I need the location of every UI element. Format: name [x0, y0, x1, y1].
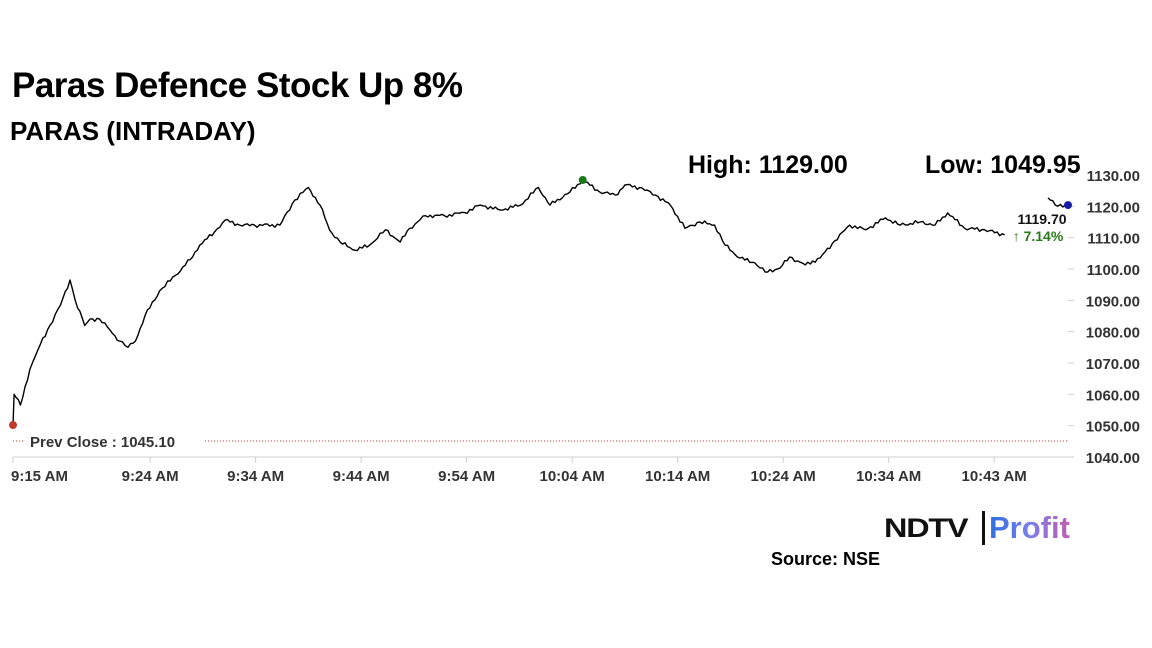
- chart-title: Paras Defence Stock Up 8%: [12, 66, 463, 105]
- last-marker: [1064, 201, 1072, 210]
- high-label: High: 1129.00: [688, 151, 848, 179]
- prev-close-label: Prev Close : 1045.10: [30, 434, 175, 451]
- prev-close-label-bg: [24, 431, 204, 452]
- x-tick-label: 10:34 AM: [856, 468, 921, 485]
- y-tick-label: 1100.00: [1087, 262, 1140, 279]
- y-tick-label: 1050.00: [1086, 419, 1140, 436]
- open-marker: [9, 421, 17, 430]
- logo-ndtv-text: NDTV: [884, 512, 969, 543]
- x-tick-label: 10:43 AM: [961, 468, 1026, 485]
- y-tick-label: 1040.00: [1086, 450, 1140, 467]
- last-price-label: 1119.70: [1017, 211, 1066, 227]
- x-tick-label: 9:24 AM: [122, 468, 179, 485]
- change-percent-label: ↑ 7.14%: [1013, 228, 1064, 244]
- x-tick-label: 9:34 AM: [227, 468, 284, 485]
- x-tick-label: 10:04 AM: [539, 468, 604, 485]
- y-tick-label: 1080.00: [1086, 325, 1140, 342]
- y-tick-label: 1110.00: [1087, 231, 1140, 248]
- low-label: Low: 1049.95: [925, 151, 1081, 179]
- high-marker: [578, 176, 587, 185]
- x-tick-label: 9:44 AM: [333, 468, 390, 485]
- x-tick-label: 9:15 AM: [11, 468, 68, 485]
- logo-divider: [982, 511, 985, 545]
- x-tick-label: 10:14 AM: [645, 468, 710, 485]
- y-tick-label: 1060.00: [1086, 387, 1140, 404]
- price-line-segment: [12, 179, 1005, 426]
- logo-profit-text: Profit: [989, 510, 1070, 545]
- source-label: Source: NSE: [771, 549, 881, 569]
- y-tick-label: 1120.00: [1087, 199, 1140, 216]
- ndtv-profit-logo: NDTV Profit: [884, 510, 1070, 546]
- y-tick-label: 1070.00: [1086, 356, 1140, 373]
- y-tick-label: 1130.00: [1087, 168, 1140, 185]
- y-tick-label: 1090.00: [1086, 293, 1140, 310]
- x-tick-label: 10:24 AM: [750, 468, 815, 485]
- chart-subtitle: PARAS (INTRADAY): [10, 116, 256, 146]
- x-tick-label: 9:54 AM: [438, 468, 495, 485]
